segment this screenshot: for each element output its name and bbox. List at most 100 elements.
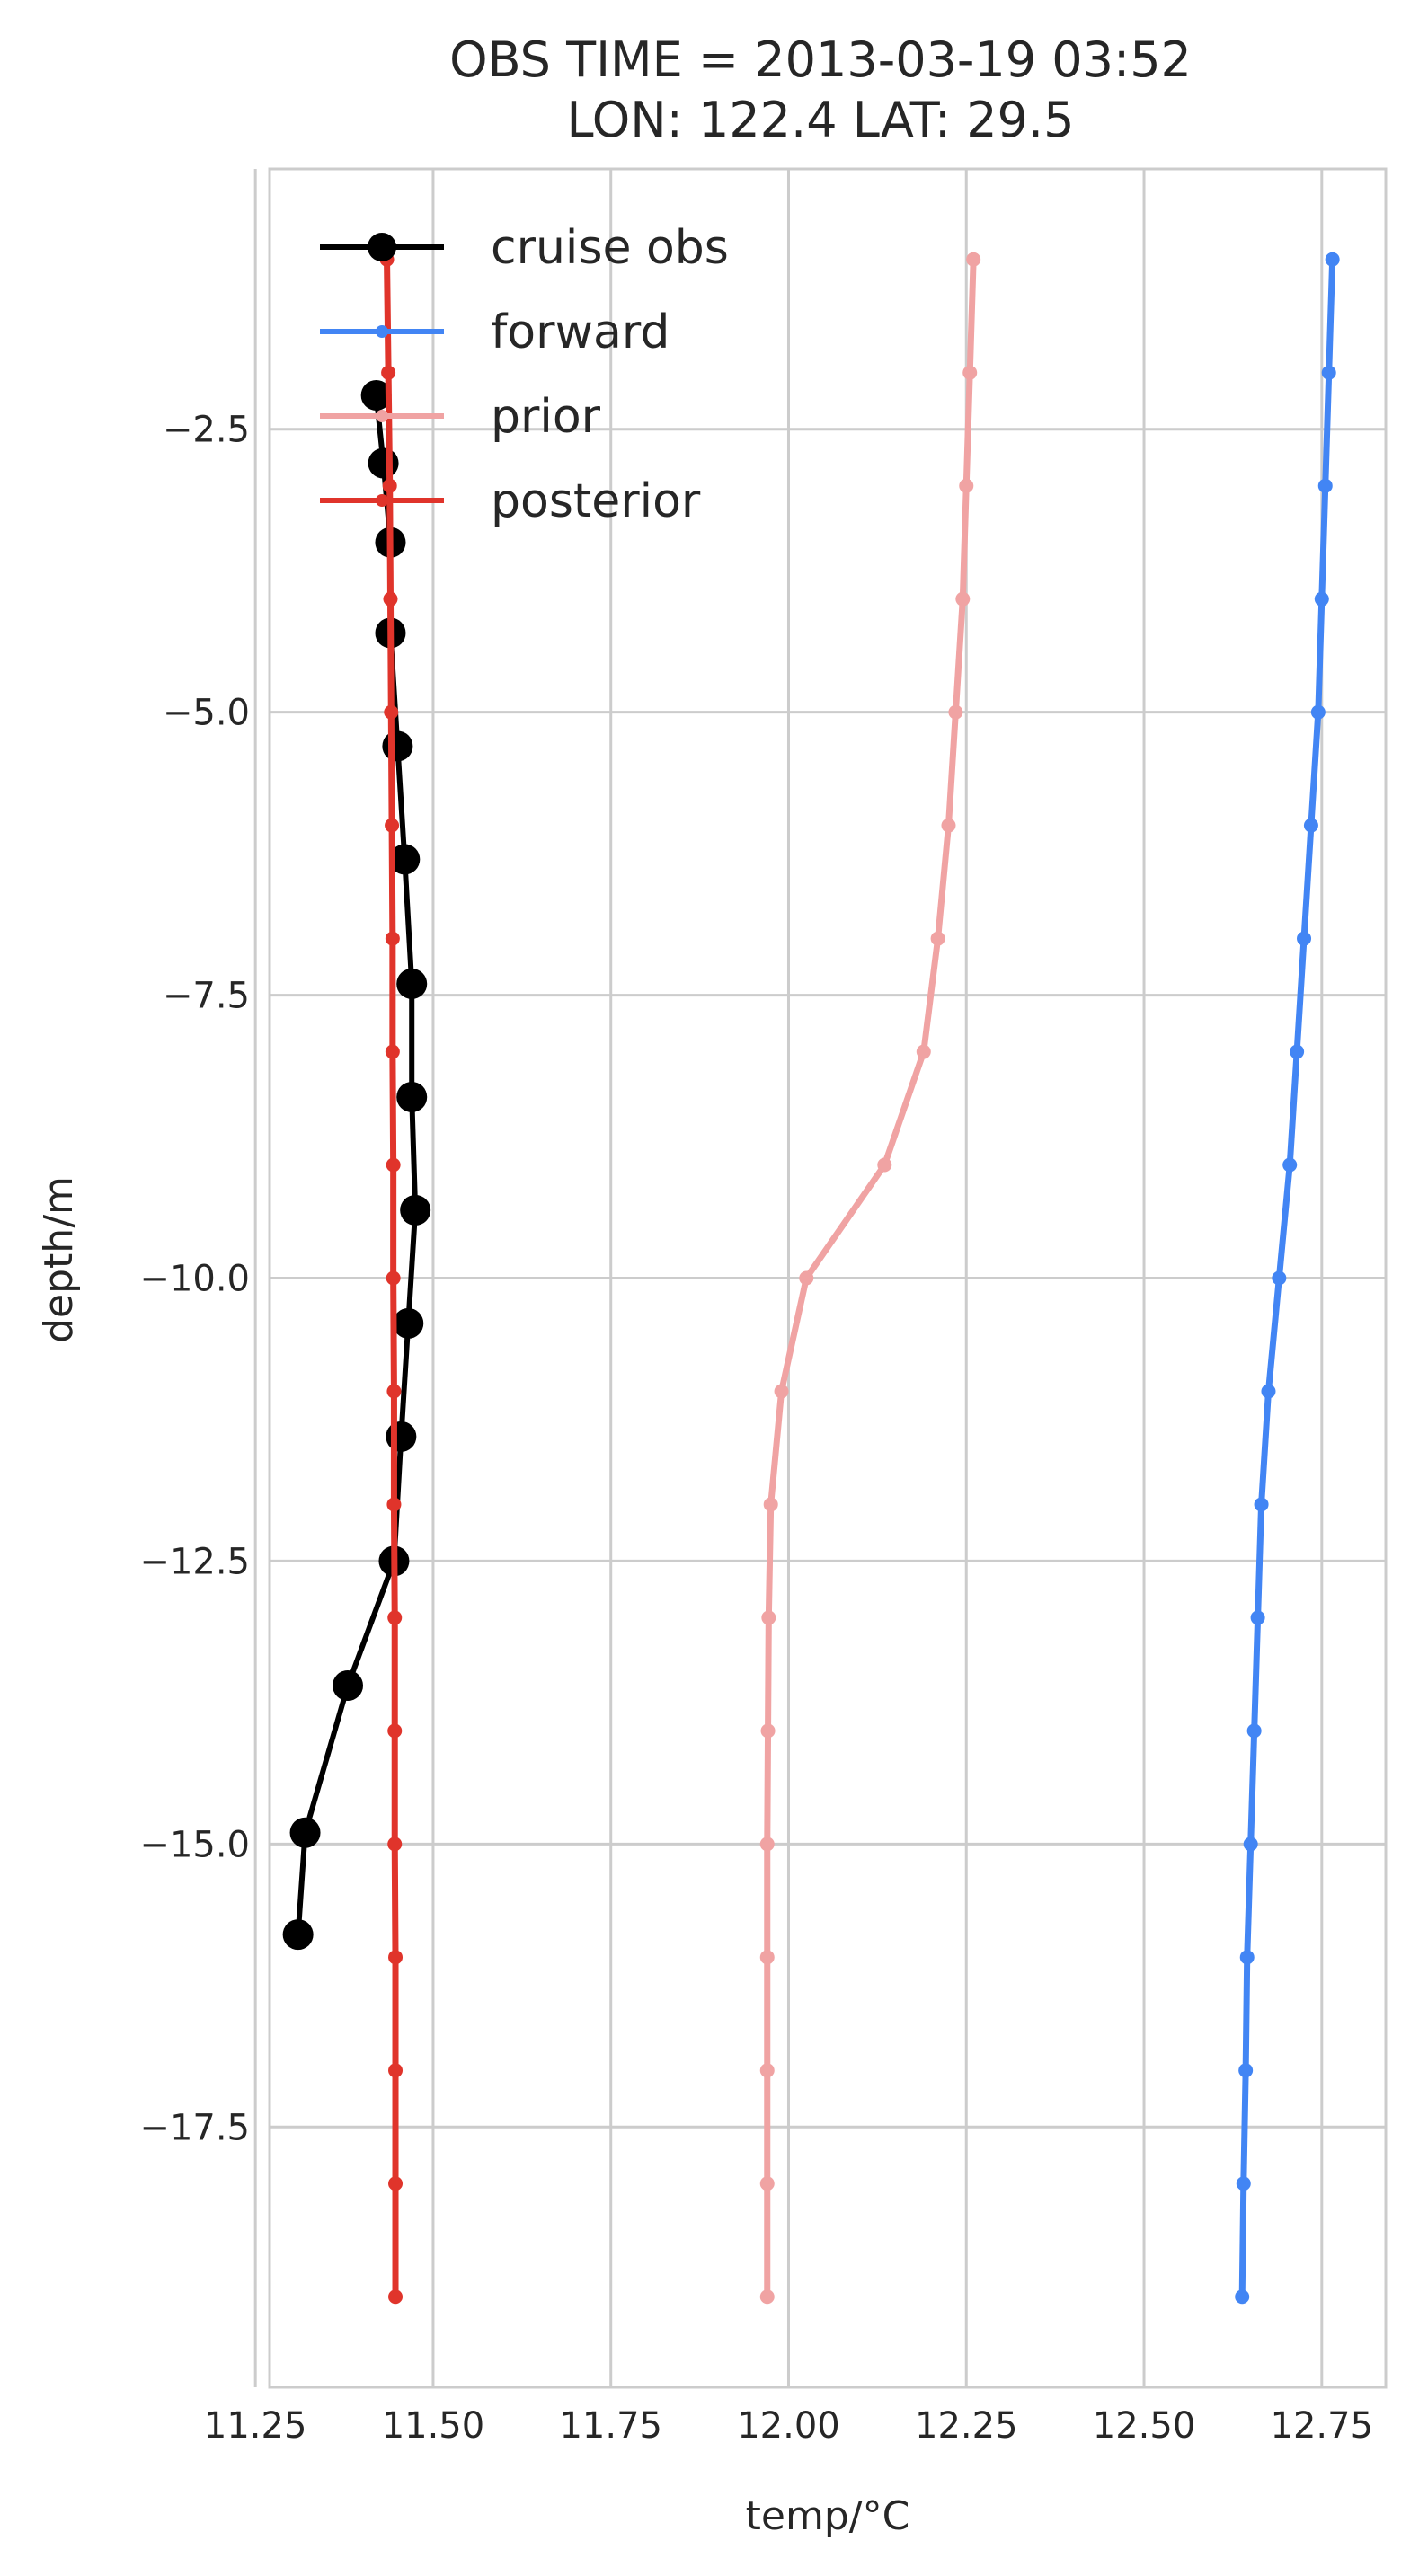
data-point-cruise-obs	[368, 447, 399, 479]
legend-entry-forward: forward	[320, 305, 670, 359]
y-axis-label: depth/m	[36, 1176, 82, 1343]
data-point-forward	[1317, 478, 1333, 493]
chart-title: OBS TIME = 2013-03-19 03:52	[449, 31, 1192, 88]
data-point-prior	[759, 2289, 775, 2305]
data-point-prior	[916, 1044, 931, 1059]
y-tick-label: −2.5	[163, 410, 250, 451]
data-point-forward	[1325, 252, 1340, 267]
x-tick-label: 11.50	[382, 2405, 485, 2447]
data-point-cruise-obs	[400, 1194, 431, 1226]
legend-entry-prior: prior	[320, 390, 601, 444]
data-point-posterior	[387, 1610, 403, 1625]
data-point-cruise-obs	[396, 1081, 428, 1112]
data-point-forward	[1261, 1384, 1276, 1399]
data-point-forward	[1238, 2063, 1254, 2078]
series-lines	[282, 252, 1340, 2305]
data-point-prior	[763, 1497, 778, 1512]
data-point-posterior	[387, 1837, 403, 1852]
y-tick-label: −7.5	[163, 976, 250, 1017]
y-tick-labels: −2.5 −5.0 −7.5 −10.0 −12.5 −15.0 −17.5	[139, 410, 250, 2149]
data-point-forward	[1310, 704, 1326, 720]
x-tick-labels: 11.25 11.50 11.75 12.00 12.25 12.50 12.75	[204, 2405, 1373, 2447]
legend-swatch-marker-forward	[376, 325, 388, 338]
data-point-forward	[1235, 2289, 1250, 2305]
legend-label-forward: forward	[491, 305, 670, 359]
data-point-forward	[1239, 1950, 1255, 1965]
data-point-posterior	[386, 1270, 401, 1286]
legend-entry-cruise-obs: cruise obs	[320, 221, 729, 275]
x-tick-label: 12.50	[1093, 2405, 1196, 2447]
data-point-prior	[877, 1157, 892, 1173]
y-tick-label: −10.0	[139, 1259, 250, 1300]
data-point-prior	[930, 931, 945, 946]
legend-swatch-marker-cruise-obs	[368, 233, 396, 261]
x-tick-label: 12.00	[737, 2405, 840, 2447]
legend-swatch-marker-prior	[376, 410, 388, 422]
series-posterior	[379, 252, 404, 2305]
data-point-forward	[1297, 931, 1312, 946]
data-point-forward	[1246, 1723, 1262, 1739]
data-point-posterior	[385, 931, 400, 946]
data-point-posterior	[384, 704, 399, 720]
data-point-prior	[760, 1723, 776, 1739]
data-point-prior	[966, 252, 981, 267]
data-point-posterior	[386, 1157, 401, 1173]
x-tick-label: 12.75	[1271, 2405, 1374, 2447]
data-point-posterior	[386, 1384, 402, 1399]
chart-subtitle: LON: 122.4 LAT: 29.5	[567, 92, 1075, 148]
x-tick-label: 11.75	[559, 2405, 662, 2447]
data-point-cruise-obs	[393, 1307, 424, 1339]
legend-label-prior: prior	[491, 390, 601, 444]
data-point-prior	[959, 478, 974, 493]
data-point-posterior	[385, 818, 400, 833]
data-point-prior	[761, 1610, 776, 1625]
data-point-posterior	[388, 2176, 404, 2191]
data-point-cruise-obs	[289, 1817, 321, 1848]
data-point-prior	[948, 704, 963, 720]
data-point-prior	[759, 1950, 775, 1965]
x-axis-label: temp/°C	[746, 2493, 910, 2539]
data-point-forward	[1321, 365, 1336, 380]
y-tick-label: −12.5	[139, 1541, 250, 1582]
data-point-posterior	[388, 2063, 404, 2078]
data-point-cruise-obs	[360, 379, 392, 411]
grid	[253, 169, 1386, 2387]
data-point-posterior	[381, 365, 396, 380]
data-point-forward	[1236, 2176, 1251, 2191]
x-tick-label: 12.25	[915, 2405, 1018, 2447]
data-point-forward	[1243, 1837, 1258, 1852]
data-point-prior	[759, 2063, 775, 2078]
plot-frame	[268, 167, 1388, 2389]
data-point-forward	[1290, 1044, 1305, 1059]
legend-entry-posterior: posterior	[320, 474, 701, 528]
data-point-prior	[799, 1270, 814, 1286]
data-point-prior	[941, 818, 956, 833]
y-tick-label: −15.0	[139, 1824, 250, 1865]
data-point-cruise-obs	[282, 1919, 314, 1951]
data-point-posterior	[386, 1497, 402, 1512]
data-point-posterior	[387, 1723, 403, 1739]
data-point-prior	[759, 1837, 775, 1852]
data-point-posterior	[385, 1044, 400, 1059]
series-forward	[1235, 252, 1340, 2305]
data-point-prior	[774, 1384, 789, 1399]
data-point-posterior	[382, 478, 397, 493]
data-point-forward	[1303, 818, 1318, 833]
legend-label-cruise-obs: cruise obs	[491, 221, 729, 275]
data-point-cruise-obs	[396, 968, 428, 999]
data-point-cruise-obs	[382, 730, 413, 762]
data-point-posterior	[388, 2289, 404, 2305]
data-point-forward	[1282, 1157, 1298, 1173]
data-point-posterior	[388, 1950, 404, 1965]
series-cruise-obs	[282, 379, 431, 1951]
data-point-posterior	[383, 591, 398, 606]
data-point-cruise-obs	[333, 1669, 364, 1701]
data-point-forward	[1254, 1497, 1269, 1512]
data-point-cruise-obs	[386, 1421, 417, 1452]
data-point-prior	[759, 2176, 775, 2191]
legend-label-posterior: posterior	[491, 474, 701, 528]
y-tick-label: −5.0	[163, 693, 250, 734]
series-prior	[759, 252, 981, 2305]
data-point-forward	[1250, 1610, 1265, 1625]
